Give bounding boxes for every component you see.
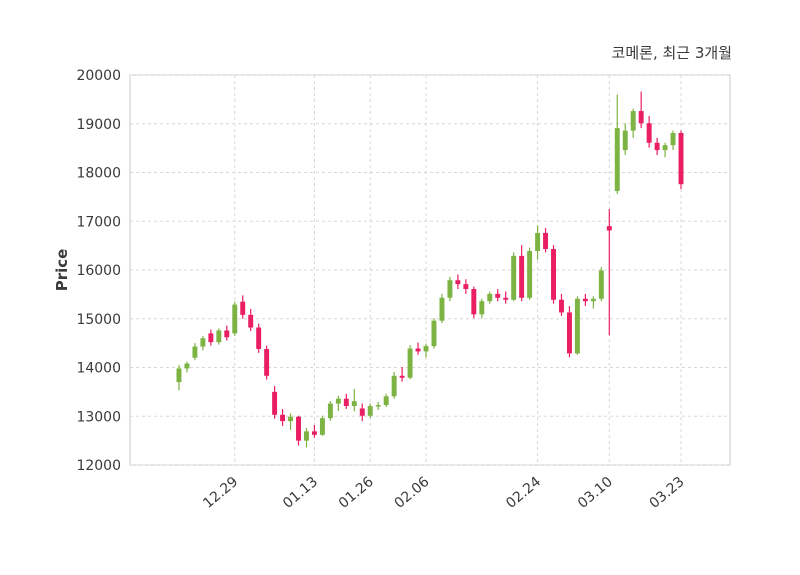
candle-body xyxy=(590,298,596,302)
candle-body xyxy=(630,111,636,131)
x-tick-label: 03.23 xyxy=(647,474,688,512)
candle-body xyxy=(375,405,381,407)
y-tick-label: 20000 xyxy=(76,68,121,84)
candle-body xyxy=(654,142,660,151)
candle-body xyxy=(264,348,270,376)
candle-body xyxy=(447,280,453,298)
candle-body xyxy=(566,312,572,354)
candle-body xyxy=(415,348,421,352)
candle-body xyxy=(543,232,549,250)
candle-body xyxy=(288,416,294,422)
candle-body xyxy=(256,327,262,349)
candle-body xyxy=(367,406,373,416)
x-tick-label: 01.13 xyxy=(280,474,321,512)
candle-body xyxy=(479,301,485,315)
candle-body xyxy=(511,255,517,300)
candle-body xyxy=(216,330,222,343)
candle-body xyxy=(527,250,533,298)
y-tick-label: 14000 xyxy=(76,361,121,377)
x-tick-label: 12.29 xyxy=(200,474,241,512)
x-tick-label: 01.26 xyxy=(336,474,377,512)
candle-body xyxy=(646,123,652,143)
candle-body xyxy=(606,226,612,231)
candle-body xyxy=(463,284,469,290)
x-tick-label: 03.10 xyxy=(575,474,616,512)
candle-body xyxy=(192,346,198,358)
candle-body xyxy=(439,297,445,321)
candle-body xyxy=(407,348,413,378)
candle-body xyxy=(280,414,286,422)
y-tick-label: 16000 xyxy=(76,263,121,279)
y-axis-label: Price xyxy=(53,248,71,292)
candle-body xyxy=(327,403,333,419)
candle-body xyxy=(343,398,349,407)
candle-body xyxy=(359,408,365,416)
candle-body xyxy=(503,297,509,300)
candle-body xyxy=(248,314,254,328)
y-tick-label: 18000 xyxy=(76,166,121,182)
x-tick-label: 02.24 xyxy=(503,474,544,512)
candle-body xyxy=(319,418,325,435)
candle-body xyxy=(304,431,309,441)
candle-body xyxy=(423,346,429,352)
candle-body xyxy=(455,280,461,285)
candle-body xyxy=(670,133,676,146)
candle-body xyxy=(662,145,668,151)
candle-body xyxy=(535,232,541,251)
candle-body xyxy=(383,396,389,406)
candle-body xyxy=(296,416,301,441)
candle-body xyxy=(487,293,493,302)
candle-body xyxy=(495,293,501,298)
y-tick-label: 12000 xyxy=(76,458,121,474)
candle-body xyxy=(351,401,357,407)
candle-body xyxy=(519,255,525,298)
candle-body xyxy=(176,368,182,383)
candle-body xyxy=(431,320,437,347)
candle-body xyxy=(678,133,684,185)
chart-title: 코메론, 최근 3개월 xyxy=(611,44,732,62)
candle-body xyxy=(335,398,341,404)
candle-body xyxy=(582,298,588,302)
candle-body xyxy=(208,333,214,343)
candle-body xyxy=(272,391,278,415)
y-tick-label: 19000 xyxy=(76,117,121,133)
candle-body xyxy=(224,330,230,338)
x-tick-label: 02.06 xyxy=(392,474,433,512)
candle-body xyxy=(311,431,317,435)
candle-body xyxy=(598,270,604,299)
candle-body xyxy=(200,338,206,347)
candle-body xyxy=(551,249,556,300)
candle-body xyxy=(240,301,246,315)
candle-body xyxy=(638,111,644,124)
y-tick-label: 13000 xyxy=(76,409,121,425)
y-tick-label: 15000 xyxy=(76,312,121,328)
candle-body xyxy=(184,363,190,369)
y-tick-label: 17000 xyxy=(76,214,121,230)
candle-body xyxy=(574,298,580,354)
candle-body xyxy=(399,375,405,378)
candle-body xyxy=(614,128,620,192)
candle-body xyxy=(622,130,628,151)
candle-body xyxy=(559,299,564,313)
candle-body xyxy=(471,289,477,315)
candle-body xyxy=(391,375,397,397)
candle-body xyxy=(232,304,238,334)
